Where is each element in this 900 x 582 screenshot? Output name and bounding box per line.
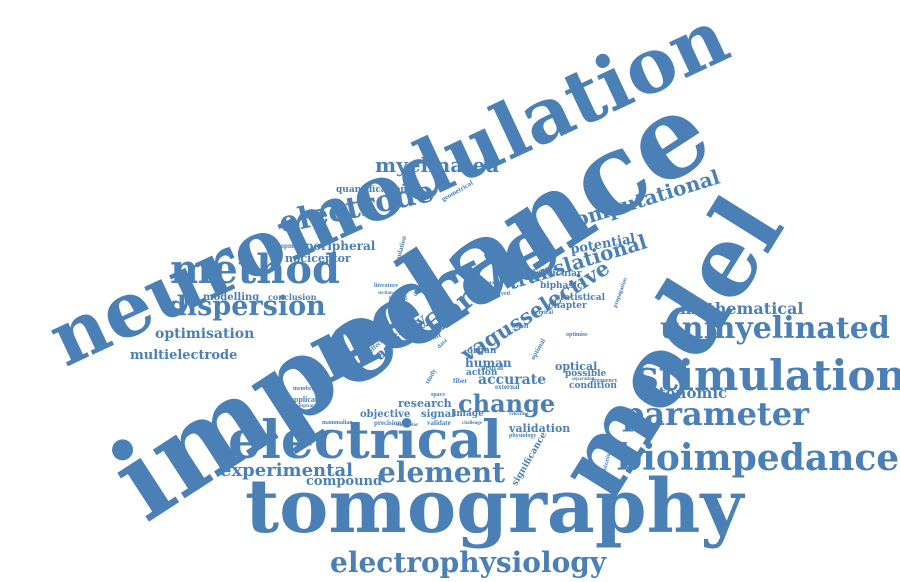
word-parameter: parameter	[622, 395, 809, 433]
word-stimulator: stimulator	[396, 423, 419, 428]
word-element: element	[378, 456, 505, 489]
word-sectional: sectional	[378, 291, 397, 296]
word-optimise: optimise	[566, 332, 588, 338]
word-optimisation: optimisation	[155, 326, 255, 342]
word-literature: literature	[374, 283, 399, 289]
word-fascicular: fascicular	[532, 269, 582, 279]
word-statistical: statistical	[555, 293, 606, 303]
word-change: change	[458, 389, 556, 418]
word-bound: bound	[512, 324, 529, 330]
word-limited: limited	[389, 296, 407, 302]
word-objective: objective	[360, 409, 411, 420]
word-condition: condition	[569, 381, 617, 391]
word-nociceptor: nociceptor	[285, 252, 351, 265]
word-velocities: velocities	[509, 412, 529, 417]
word-quantification: quantification	[336, 185, 407, 195]
word-anatomy: anatomy	[482, 281, 501, 286]
word-tomography: tomography	[245, 464, 744, 550]
word-precision: precision	[374, 419, 402, 427]
word-separation: separation	[572, 377, 595, 382]
word-respiratory: respiratory	[297, 404, 322, 409]
word-optical: optical	[555, 360, 598, 373]
word-myelinated: myelinated	[375, 153, 500, 177]
word-action: action	[466, 368, 498, 378]
word-mammalian: mammalian	[322, 420, 353, 426]
word-peripheral: peripheral	[305, 239, 376, 253]
word-biphasic: biphasic	[540, 281, 583, 291]
word-compound: compound	[306, 474, 383, 489]
word-physiology: physiology	[509, 433, 537, 439]
word-space: space	[431, 392, 445, 398]
word-electrophysiology: electrophysiology	[330, 546, 607, 579]
word-signal: signal	[421, 409, 455, 420]
word-unmyelinated: unmyelinated	[660, 311, 890, 346]
word-stimulation: stimulation	[635, 351, 900, 400]
word-electrical: electrical	[228, 410, 502, 471]
word-autonomic: autonomic	[638, 384, 728, 402]
word-propagation: propagation	[612, 277, 629, 309]
word-optimal: optimal	[528, 337, 548, 362]
word-challenge: challenge	[462, 421, 482, 426]
word-validation: validation	[509, 422, 571, 435]
word-accurate: accurate	[478, 372, 547, 388]
word-heights: heights	[389, 304, 405, 309]
word-fiber: fiber	[453, 377, 468, 385]
word-observed: observed	[487, 291, 510, 297]
word-membrane: membrane	[293, 386, 321, 392]
word-frequency: frequency	[592, 378, 618, 384]
word-chapter: chapter	[548, 301, 587, 311]
word-human: human	[465, 356, 512, 370]
word-image: image	[453, 409, 484, 419]
word-possible: possible	[565, 369, 607, 379]
word-experimental: experimental	[220, 460, 353, 481]
word-research: research	[398, 397, 452, 410]
word-modelling: modelling	[203, 292, 260, 303]
word-development: development	[265, 242, 304, 250]
word-organ: organ	[467, 346, 497, 356]
word-external: external	[495, 383, 520, 391]
word-validate: validate	[427, 419, 451, 427]
word-dispersion: dispersion	[168, 291, 326, 322]
word-neural: neural	[481, 363, 504, 372]
word-multielectrode: multielectrode	[130, 348, 238, 363]
word-mathematical: mathematical	[680, 299, 804, 318]
word-applicable: applicable	[290, 395, 326, 404]
word-bioimpedance: bioimpedance	[617, 437, 900, 479]
word-conclusion: conclusion	[268, 292, 317, 302]
word-method: method	[170, 246, 340, 293]
word-cervical: cervical	[533, 310, 553, 316]
